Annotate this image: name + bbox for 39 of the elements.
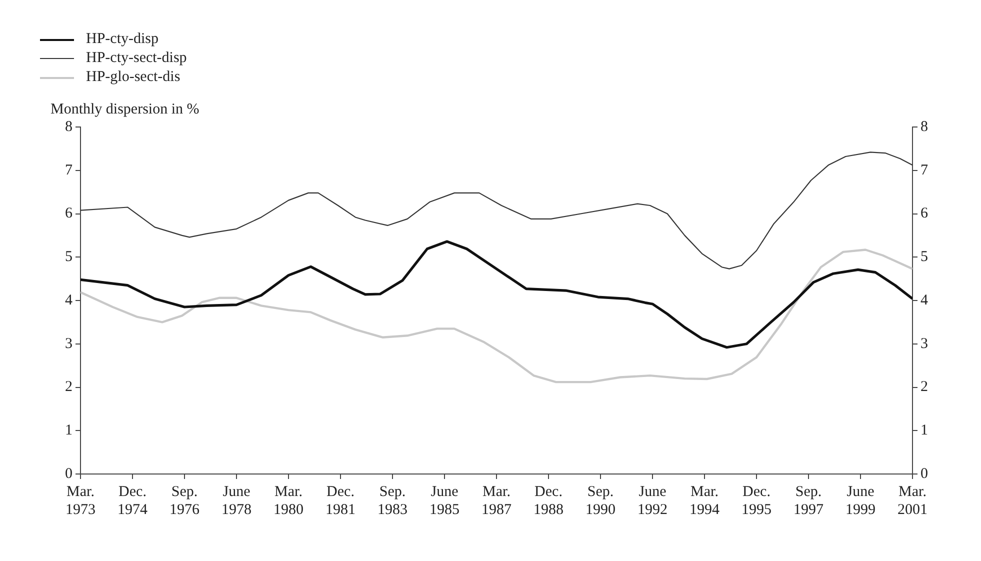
y-tick-label: 6: [65, 206, 73, 222]
x-tick-label: June 1985: [430, 484, 460, 518]
x-tick-label: Mar. 1980: [274, 484, 304, 518]
y-axis-title: Monthly dispersion in %: [50, 101, 200, 118]
y-tick-label: 2: [65, 379, 72, 396]
x-tick-label: Dec. 1974: [118, 484, 148, 518]
y2-tick-label: 5: [920, 249, 928, 266]
x-tick-label: Dec. 1981: [326, 484, 356, 518]
y2-tick-label: 1: [920, 422, 928, 439]
legend-label: HP-cty-disp: [86, 30, 158, 49]
legend-label: HP-glo-sect-dis: [86, 68, 180, 87]
y-tick-label: 1: [65, 422, 72, 439]
x-tick-label: Mar. 2001: [898, 484, 928, 518]
y-tick-label: 0: [65, 466, 72, 482]
y-tick-label: 7: [65, 162, 73, 178]
legend-label: HP-cty-sect-disp: [86, 49, 187, 68]
x-tick-label: Sep. 1990: [586, 484, 616, 518]
y2-tick-label: 3: [920, 336, 928, 352]
x-tick-label: Sep. 1983: [378, 484, 408, 518]
y-tick-label: 5: [65, 249, 72, 266]
x-tick-label: Mar. 1987: [482, 484, 512, 518]
x-tick-label: Dec. 1988: [534, 484, 564, 518]
x-tick-label: Dec. 1995: [742, 484, 772, 518]
y2-tick-label: 6: [920, 206, 928, 222]
y2-tick-label: 4: [920, 292, 928, 308]
y2-tick-label: 2: [920, 379, 928, 396]
x-tick-label: Mar. 1994: [690, 484, 720, 518]
x-tick-label: June 1999: [846, 484, 876, 518]
x-tick-label: Sep. 1997: [794, 484, 824, 518]
x-tick-label: Sep. 1976: [170, 484, 200, 518]
x-tick-label: June 1978: [222, 484, 252, 518]
y2-tick-label: 8: [920, 118, 928, 135]
y2-tick-label: 0: [920, 466, 928, 482]
y-tick-label: 4: [65, 292, 73, 308]
x-tick-label: June 1992: [638, 484, 668, 518]
y-tick-label: 8: [65, 118, 72, 135]
y-tick-label: 3: [65, 336, 72, 352]
x-tick-label: Mar. 1973: [66, 484, 96, 518]
y2-tick-label: 7: [920, 162, 928, 178]
